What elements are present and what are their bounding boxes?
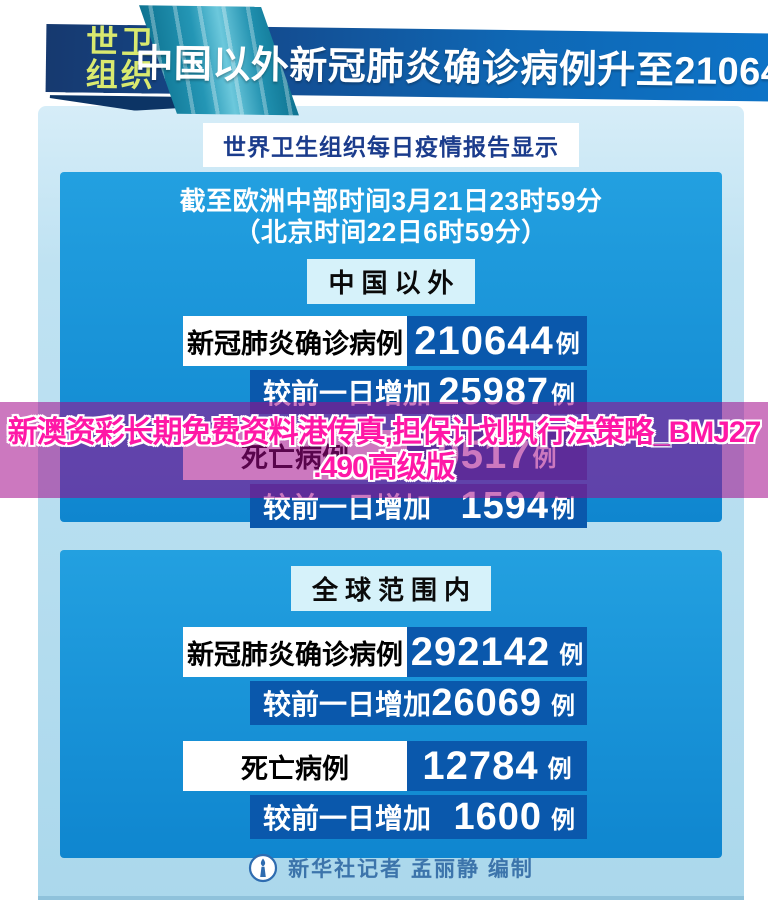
stat-number: 210644	[414, 318, 554, 363]
stat-row: 死亡病例 12784 例	[183, 741, 587, 791]
stat-value: 26069 例	[431, 682, 575, 725]
header-banner: 世卫 组织 中国以外新冠肺炎确诊病例升至210644例	[0, 0, 768, 120]
stat-label: 较前一日增加	[263, 803, 432, 834]
stat-label: 新冠肺炎确诊病例	[183, 316, 407, 366]
stat-unit: 例	[559, 641, 584, 669]
stat-unit: 例	[555, 330, 580, 358]
stat-label: 新冠肺炎确诊病例	[183, 627, 407, 677]
stat-unit: 例	[551, 806, 575, 834]
report-time-line2: （北京时间22日6时59分）	[234, 217, 548, 247]
stat-row: 新冠肺炎确诊病例 210644 例	[183, 316, 587, 366]
source-label: 世界卫生组织每日疫情报告显示	[203, 123, 579, 167]
stat-label: 死亡病例	[183, 741, 407, 791]
watermark-overlay: 新澳资彩长期免费资料港传真,担保计划执行法策略_BMJ27 .490高级版	[0, 402, 768, 498]
credit-line: 新华社记者 孟丽静 编制	[38, 852, 744, 884]
stat-subrow: 较前一日增加 1600 例	[250, 795, 587, 839]
stat-value: 210644 例	[407, 316, 587, 366]
stat-unit: 例	[547, 755, 572, 783]
stat-unit: 例	[551, 495, 575, 523]
xinhua-logo-icon	[249, 853, 278, 883]
stat-number: 292142	[410, 629, 551, 674]
banner-band: 世卫 组织 中国以外新冠肺炎确诊病例升至210644例	[45, 5, 768, 116]
stat-unit: 例	[551, 692, 575, 720]
credit-text: 新华社记者 孟丽静 编制	[288, 858, 534, 881]
scope-label: 全球范围内	[290, 566, 491, 611]
section-global: 全球范围内 新冠肺炎确诊病例 292142 例较前一日增加 26069 例死亡病例 127…	[60, 550, 722, 858]
stat-value: 12784 例	[407, 741, 587, 791]
report-time: 截至欧洲中部时间3月21日23时59分 （北京时间22日6时59分）	[60, 172, 722, 248]
stat-value: 292142 例	[407, 627, 587, 677]
watermark-text-line1: 新澳资彩长期免费资料港传真,担保计划执行法策略_BMJ27	[7, 415, 762, 449]
stat-number: 26069	[431, 681, 542, 724]
banner-title: 中国以外新冠肺炎确诊病例升至210644例	[135, 42, 768, 94]
stat-number: 12784	[422, 743, 539, 788]
stat-rows: 新冠肺炎确诊病例 292142 例较前一日增加 26069 例死亡病例 12784 例较前一…	[60, 627, 722, 839]
stat-subrow: 较前一日增加 26069 例	[250, 681, 587, 725]
stat-number: 1600	[453, 795, 542, 838]
scope-label: 中国以外	[307, 259, 475, 304]
report-time-line1: 截至欧洲中部时间3月21日23时59分	[179, 186, 603, 216]
report-card: 世界卫生组织每日疫情报告显示 截至欧洲中部时间3月21日23时59分 （北京时间…	[38, 106, 744, 900]
stat-label: 较前一日增加	[263, 689, 432, 720]
stat-row: 新冠肺炎确诊病例 292142 例	[183, 627, 587, 677]
stat-value: 1600 例	[453, 796, 575, 839]
watermark-text-line2: .490高级版	[313, 451, 455, 484]
